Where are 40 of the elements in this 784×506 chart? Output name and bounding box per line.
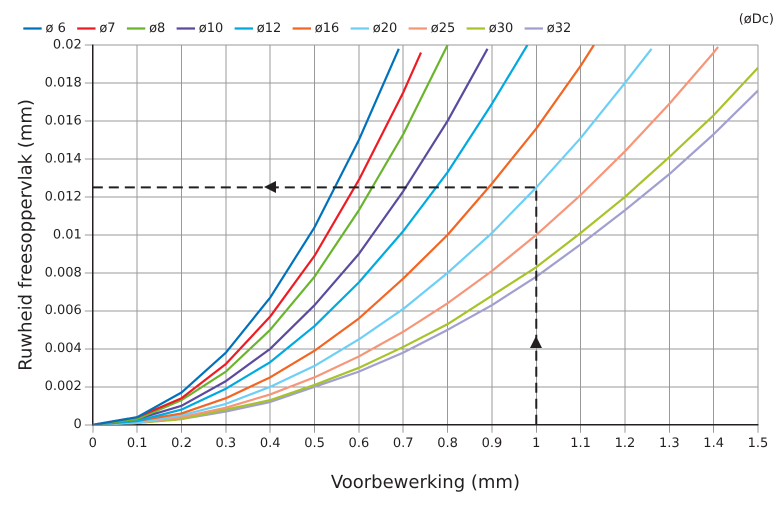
legend-title: (øDc) — [738, 12, 774, 27]
x-tick-label: 0.2 — [171, 436, 192, 451]
x-tick-label: 0.3 — [216, 436, 236, 451]
y-tick-label: 0.006 — [44, 303, 82, 318]
legend-label: ø30 — [488, 20, 514, 36]
x-tick-label: 0.5 — [304, 436, 325, 451]
legend-label: ø7 — [99, 20, 116, 36]
y-tick-label: 0.02 — [52, 37, 82, 52]
x-tick-label: 0.4 — [260, 436, 281, 451]
legend-label: ø25 — [430, 20, 456, 36]
x-tick-label: 1.5 — [748, 436, 768, 451]
legend-label: ø8 — [149, 20, 166, 36]
legend-label: ø10 — [198, 20, 224, 36]
y-tick-label: 0.004 — [44, 341, 82, 356]
x-tick-label: 1.2 — [614, 436, 636, 451]
y-tick-label: 0.018 — [44, 75, 82, 90]
legend-label: ø16 — [314, 20, 340, 36]
y-tick-label: 0.002 — [44, 379, 82, 394]
x-tick-label: 1.4 — [703, 436, 724, 451]
x-tick-label: 1 — [532, 436, 540, 451]
legend-label: ø20 — [372, 20, 398, 36]
x-tick-label: 1.3 — [658, 436, 680, 451]
x-tick-label: 0.1 — [126, 436, 148, 451]
y-tick-label: 0.01 — [52, 227, 82, 242]
x-axis-title: Voorbewerking (mm) — [330, 472, 520, 493]
y-tick-label: 0.008 — [44, 265, 82, 280]
legend-label: ø32 — [546, 20, 572, 36]
y-axis-title: Ruwheid freesoppervlak (mm) — [15, 99, 36, 371]
legend-label: ø12 — [256, 20, 282, 36]
x-tick-label: 0.9 — [482, 436, 502, 451]
y-tick-label: 0.016 — [44, 113, 82, 128]
x-tick-label: 0.8 — [437, 436, 458, 451]
x-tick-label: 0.7 — [392, 436, 414, 451]
x-tick-label: 0 — [88, 436, 97, 451]
y-tick-label: 0.014 — [44, 151, 82, 166]
y-tick-label: 0 — [74, 417, 82, 432]
x-tick-label: 0.6 — [348, 436, 370, 451]
x-tick-label: 1.1 — [570, 436, 591, 451]
y-tick-label: 0.012 — [44, 189, 82, 204]
legend-label: ø 6 — [46, 20, 66, 36]
